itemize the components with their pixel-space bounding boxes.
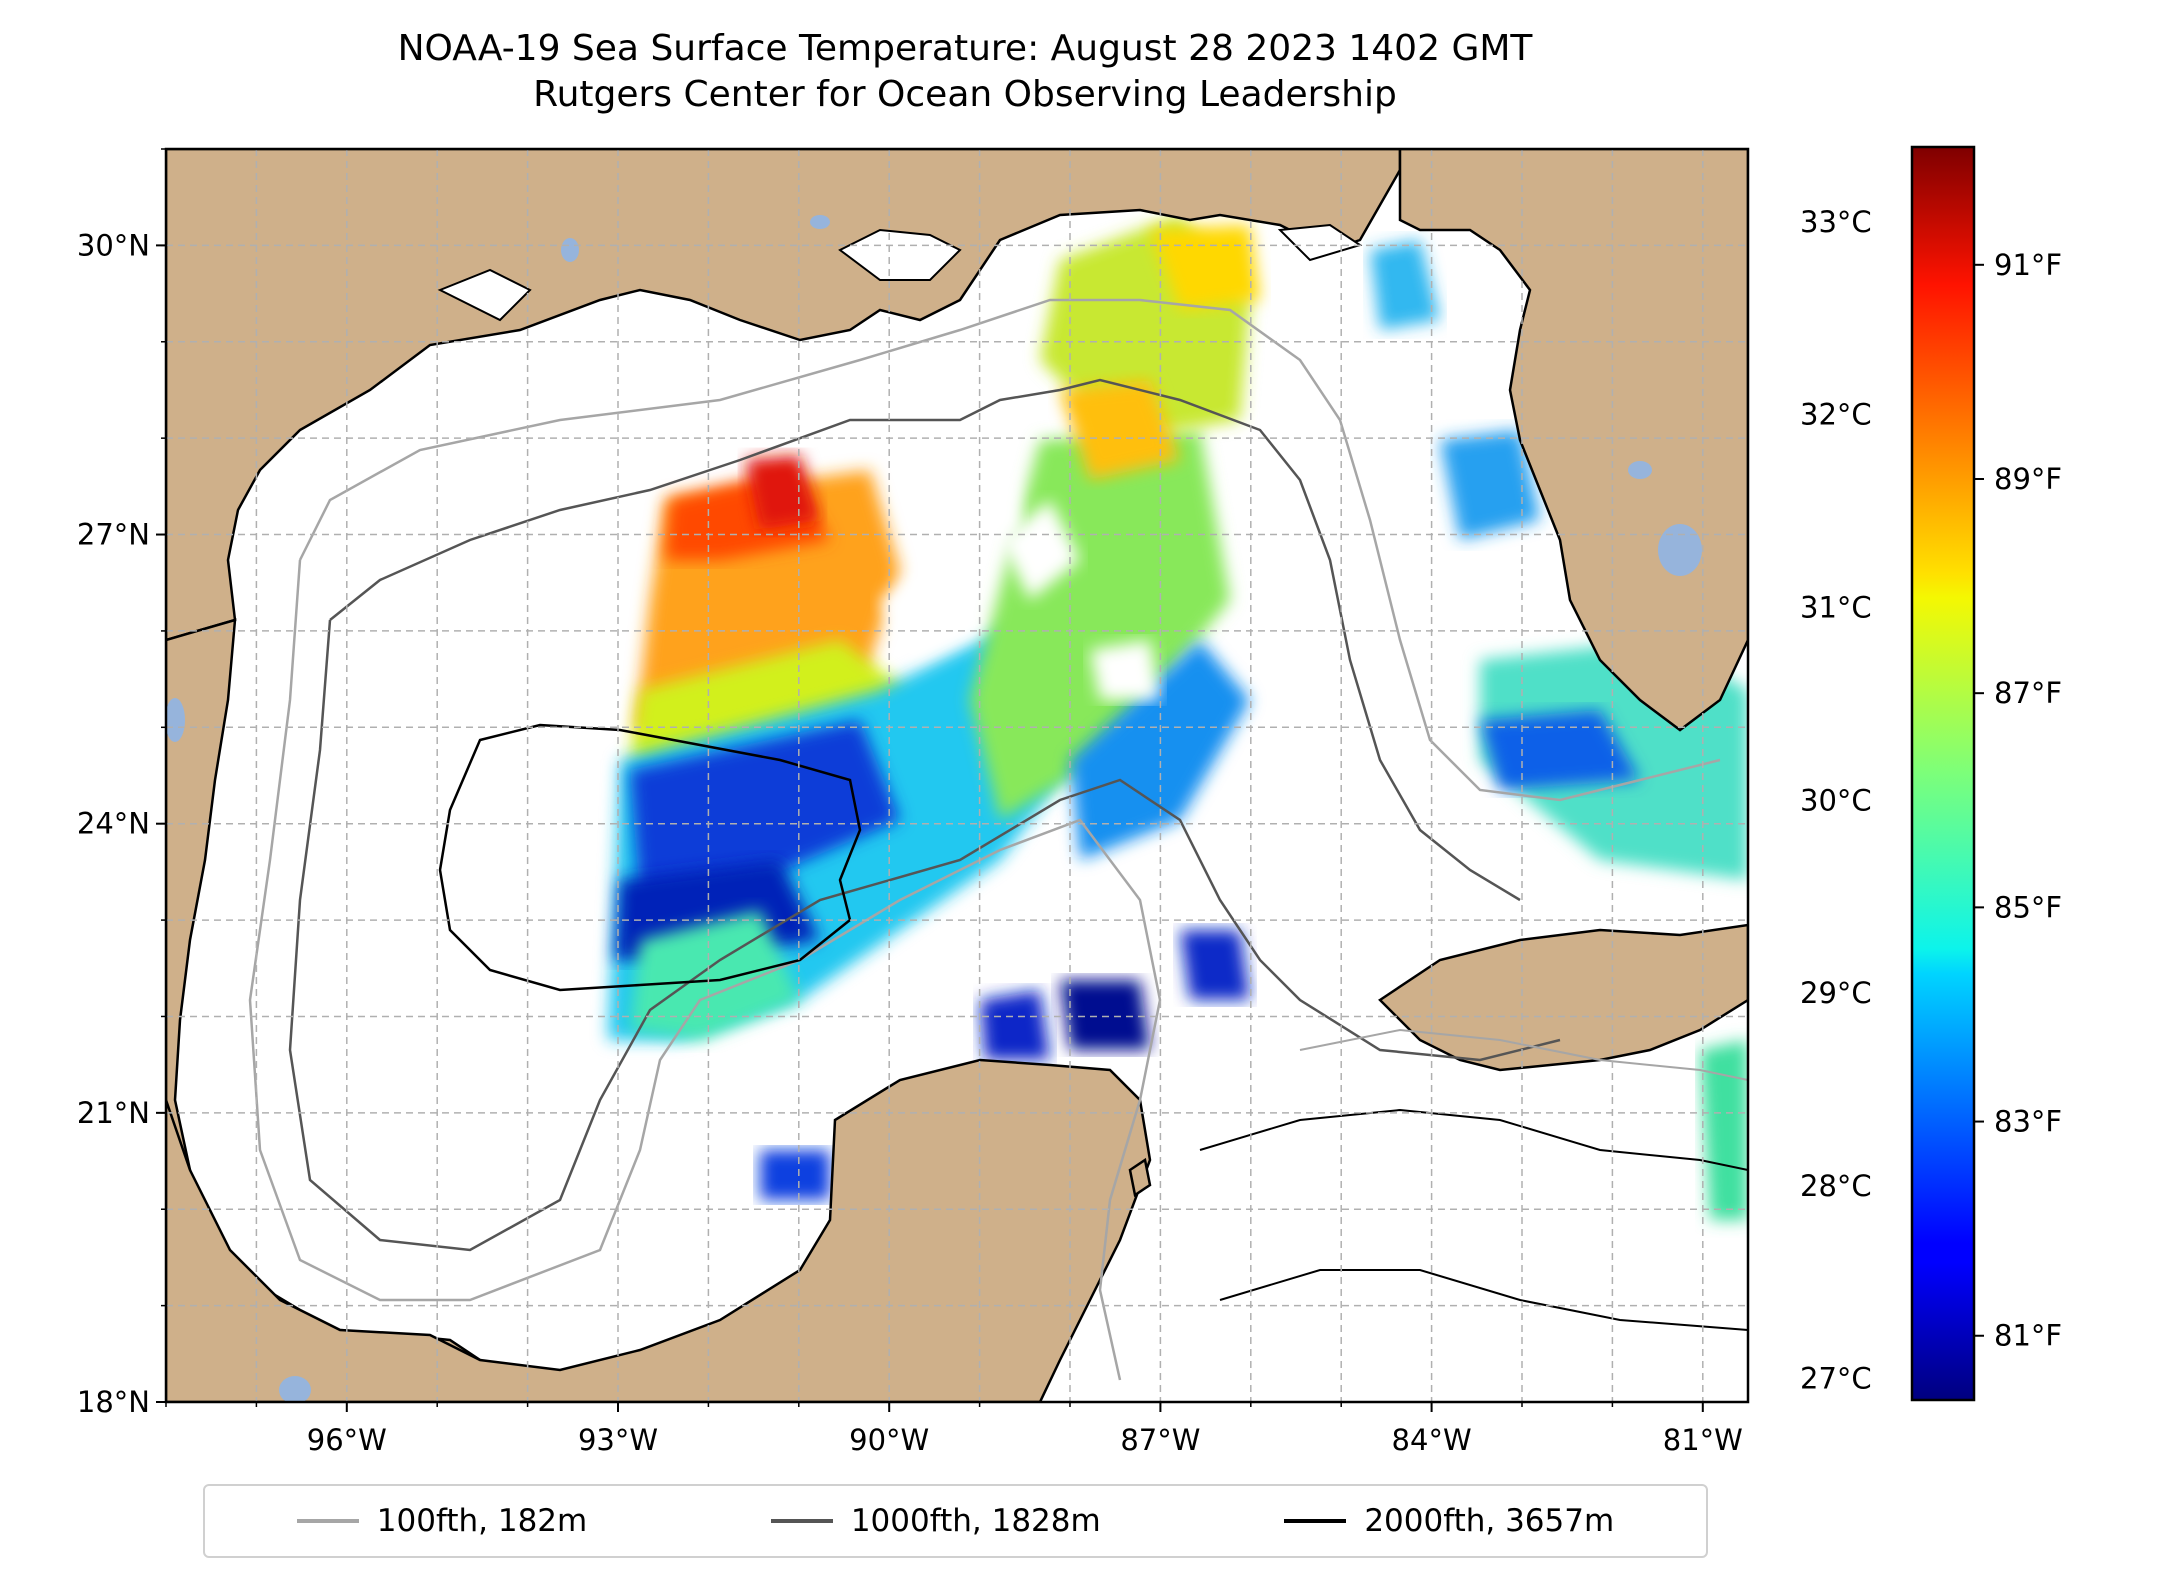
lon-tick-label: 93°W: [578, 1423, 658, 1457]
legend-item-100fth: 100fth, 182m: [296, 1503, 588, 1539]
land-mexico: [166, 1058, 1152, 1402]
coastal-bays: [437, 223, 1363, 322]
land-cuba: [1378, 923, 1748, 1072]
land-cozumel: [1128, 1157, 1152, 1198]
colorbar-c-label: 29°C: [1800, 976, 1872, 1010]
colorbar-c-label: 33°C: [1800, 205, 1872, 239]
legend-line-1000fth: [770, 1519, 833, 1523]
lat-tick-label: 27°N: [77, 518, 150, 552]
legend-label-100fth: 100fth, 182m: [376, 1503, 588, 1539]
colorbar-celsius-axis: 33°C 32°C 31°C 30°C 29°C 28°C 27°C: [1800, 205, 1872, 1396]
map-area: [166, 149, 1748, 1402]
map-frame: [164, 147, 1750, 1404]
lon-tick-label: 84°W: [1392, 1423, 1472, 1457]
legend-item-1000fth: 1000fth, 1828m: [770, 1503, 1101, 1539]
colorbar-f-label: 91°F: [1994, 248, 2062, 282]
map-subtitle: Rutgers Center for Ocean Observing Leade…: [533, 74, 1397, 115]
contour-100fth: [248, 298, 1721, 1381]
colorbar-c-label: 32°C: [1800, 398, 1872, 432]
bathymetry-contours: [248, 298, 1748, 1381]
colorbar-f-label: 83°F: [1994, 1105, 2062, 1139]
colorbar-f-label: 89°F: [1994, 462, 2062, 496]
lon-tick-label: 96°W: [307, 1423, 387, 1457]
contour-legend: 100fth, 182m 1000fth, 1828m 2000fth, 365…: [203, 1484, 1708, 1558]
colorbar-c-label: 27°C: [1800, 1362, 1872, 1396]
lon-tick-label: 87°W: [1120, 1423, 1200, 1457]
land-florida: [1398, 149, 1748, 732]
lon-tick-label: 81°W: [1663, 1423, 1743, 1457]
map-title: NOAA-19 Sea Surface Temperature: August …: [397, 28, 1533, 69]
colorbar-c-label: 31°C: [1800, 591, 1872, 625]
lat-tick-label: 30°N: [77, 228, 150, 262]
land: [166, 149, 1748, 1402]
legend-label-1000fth: 1000fth, 1828m: [850, 1503, 1101, 1539]
colorbar-c-label: 30°C: [1800, 783, 1872, 817]
colorbar: [1910, 145, 1976, 1402]
legend-item-2000fth: 2000fth, 3657m: [1284, 1503, 1614, 1539]
contour-1000fth: [288, 378, 1561, 1252]
colorbar-fahrenheit-axis: 91°F 89°F 87°F 85°F 83°F 81°F: [1974, 248, 2062, 1353]
longitude-axis: 96°W 93°W 90°W 87°W 84°W 81°W: [165, 1402, 1743, 1457]
lat-tick-label: 24°N: [77, 807, 150, 841]
legend-label-2000fth: 2000fth, 3657m: [1364, 1503, 1615, 1539]
legend-line-100fth: [296, 1519, 359, 1523]
lakes: [166, 215, 1702, 1402]
lat-tick-label: 18°N: [77, 1385, 150, 1419]
colorbar-f-label: 81°F: [1994, 1319, 2062, 1353]
colorbar-f-label: 87°F: [1994, 676, 2062, 710]
colorbar-c-label: 28°C: [1800, 1169, 1872, 1203]
legend-line-2000fth: [1284, 1519, 1347, 1523]
lon-tick-label: 90°W: [849, 1423, 929, 1457]
lat-tick-label: 21°N: [77, 1096, 150, 1130]
colorbar-f-label: 85°F: [1994, 890, 2062, 924]
gridlines: [166, 149, 1748, 1402]
latitude-axis: 18°N 21°N 24°N 27°N 30°N: [77, 148, 166, 1419]
